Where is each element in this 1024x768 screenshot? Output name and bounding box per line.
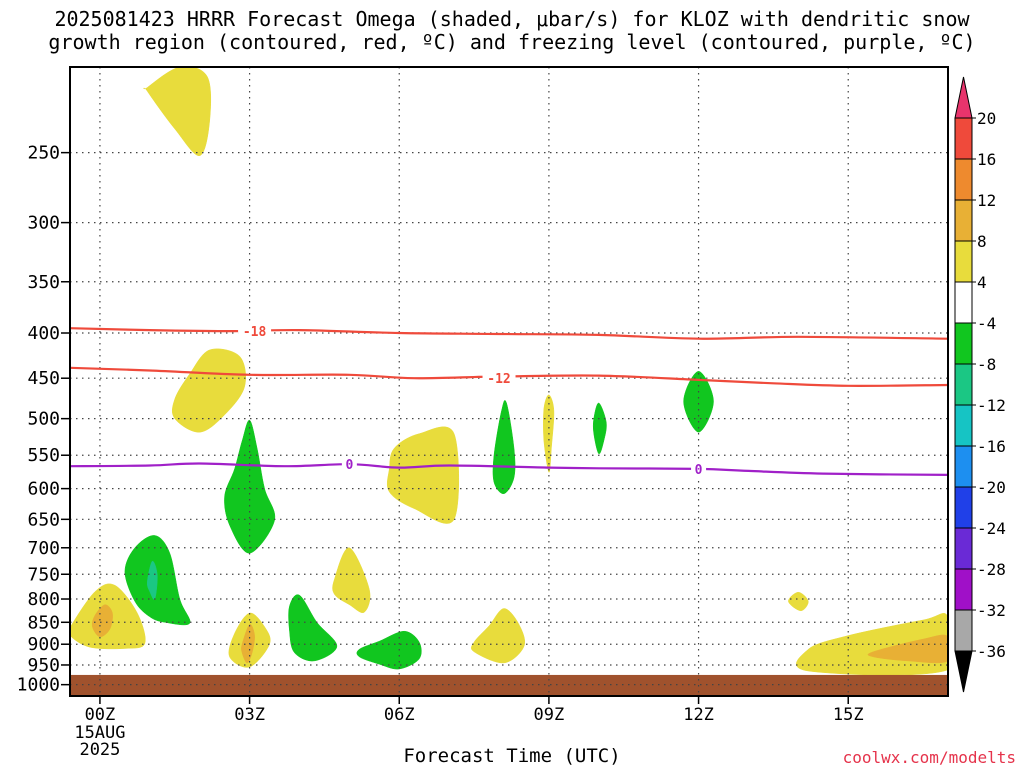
- x-axis-label: Forecast Time (UTC): [403, 745, 621, 767]
- colorbar-top-arrow: [954, 76, 973, 119]
- y-tick-label: 500: [27, 409, 60, 430]
- contour-label: -12: [487, 372, 510, 387]
- y-tick-label: 800: [27, 589, 60, 610]
- omega-region: [592, 402, 607, 455]
- title-line-2: growth region (contoured, red, ºC) and f…: [48, 30, 976, 54]
- colorbar-label: -32: [977, 601, 1006, 620]
- chart-title: 2025081423 HRRR Forecast Omega (shaded, …: [0, 8, 1024, 54]
- colorbar-segment: [954, 363, 973, 406]
- contour-label-bg: [691, 460, 707, 477]
- colorbar-label: 8: [977, 232, 987, 251]
- surface-layer: [70, 674, 948, 696]
- colorbar-segment: [954, 568, 973, 611]
- colorbar-segment: [954, 527, 973, 570]
- omega-region: [386, 426, 460, 524]
- omega-region: [356, 630, 422, 670]
- omega-region: [788, 591, 809, 612]
- y-tick-label: 450: [27, 368, 60, 389]
- omega-region: [683, 371, 714, 433]
- x-tick-label: 03Z: [234, 705, 265, 725]
- omega-region: [241, 624, 255, 664]
- contour-label-bg: [482, 370, 516, 387]
- contours: -18 -12 0 0: [70, 323, 948, 478]
- title-line-1: 2025081423 HRRR Forecast Omega (shaded, …: [54, 7, 970, 31]
- colorbar-label: 4: [977, 273, 987, 292]
- colorbar-label: 20: [977, 109, 996, 128]
- y-tick-label: 350: [27, 272, 60, 293]
- contour-label-bg: [238, 323, 272, 340]
- omega-shading: [70, 67, 948, 676]
- ground-surface: [70, 674, 948, 696]
- contour-line: [70, 327, 948, 340]
- colorbar-segment: [954, 445, 973, 488]
- y-tick-label: 250: [27, 143, 60, 164]
- x-tick-label: 09Z: [534, 705, 565, 725]
- axes: 2503003504004505005506006507007508008509…: [17, 143, 864, 760]
- y-tick-label: 650: [27, 509, 60, 530]
- omega-region: [143, 67, 212, 156]
- colorbar-segment: [954, 117, 973, 160]
- omega-region: [332, 547, 371, 613]
- y-tick-label: 950: [27, 655, 60, 676]
- colorbar-label: -24: [977, 519, 1006, 538]
- y-tick-label: 400: [27, 323, 60, 344]
- colorbar-label: -4: [977, 314, 996, 333]
- omega-region: [146, 560, 158, 600]
- y-tick-label: 700: [27, 538, 60, 559]
- colorbar-label: 12: [977, 191, 996, 210]
- colorbar-segment: [954, 322, 973, 365]
- y-tick-label: 550: [27, 445, 60, 466]
- colorbar-label: -20: [977, 478, 1006, 497]
- omega-region: [470, 608, 525, 664]
- contour-line: [70, 462, 948, 476]
- x-tick-label: 15Z: [833, 705, 864, 725]
- y-tick-label: 1000: [17, 675, 60, 696]
- contour-label: 0: [695, 463, 703, 478]
- colorbar: 20 16 12 8 4 -4 -8 -12 -16 -20 -24 -28 -32 -36: [954, 76, 1006, 693]
- colorbar-segment: [954, 158, 973, 201]
- watermark: coolwx.com/modelts: [842, 748, 1016, 767]
- colorbar-label: -36: [977, 642, 1006, 661]
- y-tick-label: 300: [27, 213, 60, 234]
- colorbar-segment: [954, 199, 973, 242]
- y-tick-label: 850: [27, 612, 60, 633]
- colorbar-label: -16: [977, 437, 1006, 456]
- contour-label: 0: [345, 458, 353, 473]
- x-tick-label: 00Z: [85, 705, 116, 725]
- colorbar-label: -8: [977, 355, 996, 374]
- omega-region: [91, 604, 113, 638]
- colorbar-segment: [954, 486, 973, 529]
- omega-region: [224, 419, 276, 554]
- omega-region: [492, 400, 516, 494]
- omega-region: [172, 348, 246, 433]
- colorbar-segment: [954, 281, 973, 324]
- x-tick-label: 06Z: [384, 705, 415, 725]
- date-label: 2025: [79, 740, 120, 760]
- colorbar-segment: [954, 609, 973, 652]
- colorbar-segment: [954, 404, 973, 447]
- colorbar-label: -12: [977, 396, 1006, 415]
- colorbar-label: 16: [977, 150, 996, 169]
- y-tick-label: 900: [27, 634, 60, 655]
- colorbar-bottom-arrow: [954, 650, 973, 693]
- contour-label: -18: [243, 325, 267, 340]
- contour-label-bg: [341, 456, 357, 473]
- colorbar-segment: [954, 240, 973, 283]
- plot-frame: [69, 66, 949, 697]
- omega-region: [288, 594, 338, 662]
- x-tick-label: 12Z: [683, 705, 714, 725]
- y-tick-label: 750: [27, 564, 60, 585]
- date-label: 15AUG: [74, 723, 125, 743]
- omega-region: [867, 634, 948, 664]
- colorbar-label: -28: [977, 560, 1006, 579]
- y-tick-label: 600: [27, 479, 60, 500]
